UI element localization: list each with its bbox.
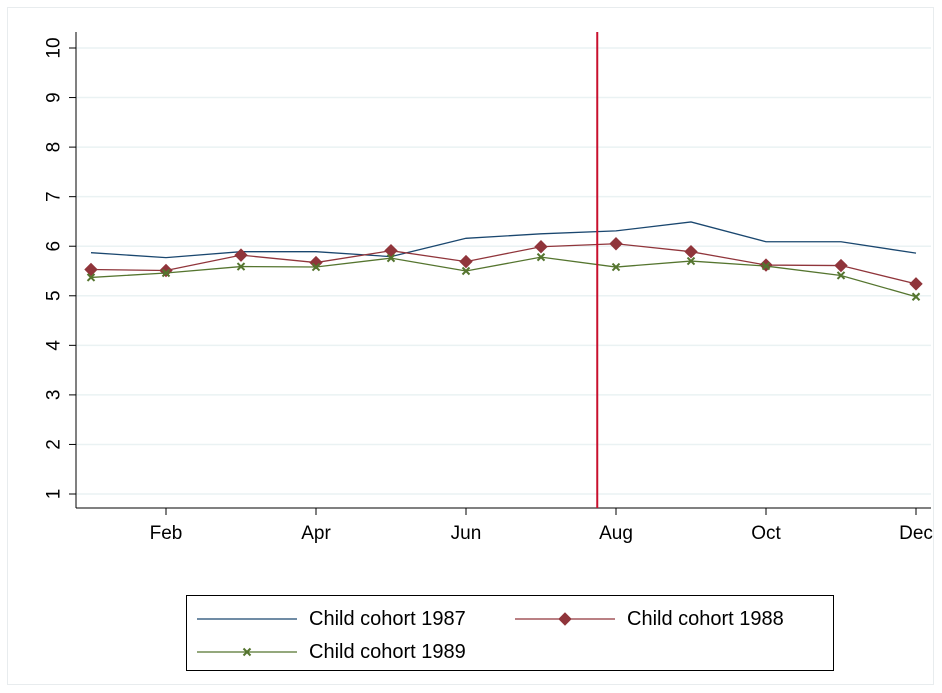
legend-marker-child-cohort-1989-stroke-b	[242, 647, 252, 657]
legend-marker-child-cohort-1989	[242, 647, 252, 657]
point-child-cohort-1989-9	[686, 256, 696, 266]
point-child-cohort-1988-4	[309, 255, 323, 270]
point-child-cohort-1989-12-stroke-b	[911, 292, 921, 301]
series-child-cohort-1988	[84, 237, 923, 291]
legend-key-1989	[197, 647, 297, 657]
point-child-cohort-1988-8	[609, 237, 623, 251]
x-tick-label-Feb: Feb	[150, 523, 183, 544]
point-child-cohort-1989-1-stroke-b	[86, 273, 96, 282]
point-child-cohort-1989-4-stroke-b	[311, 262, 321, 272]
legend-label-1988: Child cohort 1988	[627, 607, 784, 630]
y-tick-label-6: 6	[44, 241, 65, 252]
series-child-cohort-1987	[90, 221, 917, 259]
point-child-cohort-1989-5	[386, 253, 396, 263]
y-tick-label-1: 1	[44, 489, 65, 500]
legend-key-1987	[197, 618, 297, 620]
legend-key-1988	[515, 612, 615, 626]
point-child-cohort-1989-2	[161, 268, 171, 278]
point-child-cohort-1989-10-stroke-b	[761, 261, 771, 271]
legend-marker-child-cohort-1988	[558, 612, 572, 626]
series-line-child-cohort-1987	[90, 221, 917, 259]
point-child-cohort-1988-5	[384, 243, 398, 258]
point-child-cohort-1989-4	[311, 262, 321, 272]
point-child-cohort-1989-3-stroke-b	[236, 262, 246, 271]
legend-item-1987: Child cohort 1987	[197, 604, 466, 634]
legend-item-1989: Child cohort 1989	[197, 637, 466, 667]
y-tick-label-5: 5	[44, 290, 65, 301]
point-child-cohort-1989-6-stroke-b	[461, 266, 471, 276]
point-child-cohort-1989-11	[836, 271, 846, 280]
series-line-child-cohort-1989	[90, 256, 917, 298]
point-child-cohort-1989-2-stroke-b	[161, 268, 171, 278]
point-child-cohort-1989-9-stroke-b	[686, 256, 696, 266]
legend-label-1987: Child cohort 1987	[309, 607, 466, 630]
y-tick-label-2: 2	[44, 439, 65, 450]
point-child-cohort-1988-6	[459, 254, 473, 269]
x-tick-label-Jun: Jun	[451, 523, 482, 544]
point-child-cohort-1988-11	[834, 258, 848, 273]
point-child-cohort-1989-7	[536, 252, 546, 262]
axes: 1 2 3 4 5 6 7 8 9 10 Feb Apr Jun Aug Oct Dec	[44, 32, 933, 544]
point-child-cohort-1988-12	[909, 277, 923, 291]
series-child-cohort-1989	[86, 252, 921, 301]
x-tick-label-Aug: Aug	[599, 523, 633, 544]
x-tick-label-Apr: Apr	[301, 523, 331, 544]
point-child-cohort-1988-3	[234, 248, 248, 262]
legend-item-1988: Child cohort 1988	[515, 604, 784, 634]
series-layer	[84, 221, 923, 301]
y-tick-label-8: 8	[44, 142, 65, 153]
legend-label-1989: Child cohort 1989	[309, 640, 466, 663]
y-tick-label-3: 3	[44, 390, 65, 401]
legend: Child cohort 1987 Child cohort 1988 Chil…	[186, 595, 834, 671]
point-child-cohort-1989-8	[611, 262, 621, 272]
point-child-cohort-1989-6	[461, 266, 471, 276]
point-child-cohort-1989-1	[86, 273, 96, 282]
y-tick-label-10: 10	[44, 37, 65, 58]
y-tick-label-9: 9	[44, 92, 65, 103]
point-child-cohort-1988-9	[684, 244, 698, 259]
point-child-cohort-1988-7	[534, 240, 548, 254]
point-child-cohort-1989-5-stroke-b	[386, 253, 396, 263]
x-tick-label-Dec: Dec	[899, 523, 933, 544]
x-tick-label-Oct: Oct	[751, 523, 781, 544]
point-child-cohort-1989-3	[236, 262, 246, 271]
chart-frame: 1 2 3 4 5 6 7 8 9 10 Feb Apr Jun Aug Oct Dec Child coho…	[7, 7, 934, 685]
line-chart: 1 2 3 4 5 6 7 8 9 10 Feb Apr Jun Aug Oct Dec	[44, 32, 933, 544]
series-line-child-cohort-1988	[90, 243, 917, 285]
point-child-cohort-1989-8-stroke-b	[611, 262, 621, 272]
point-child-cohort-1989-10	[761, 261, 771, 271]
point-child-cohort-1989-11-stroke-b	[836, 271, 846, 280]
grid-lines	[76, 47, 931, 495]
point-child-cohort-1989-7-stroke-b	[536, 252, 546, 262]
point-child-cohort-1988-1	[84, 262, 98, 277]
point-child-cohort-1989-12	[911, 292, 921, 301]
y-tick-label-7: 7	[44, 191, 65, 202]
y-tick-label-4: 4	[44, 340, 65, 351]
point-child-cohort-1988-2	[159, 263, 173, 278]
